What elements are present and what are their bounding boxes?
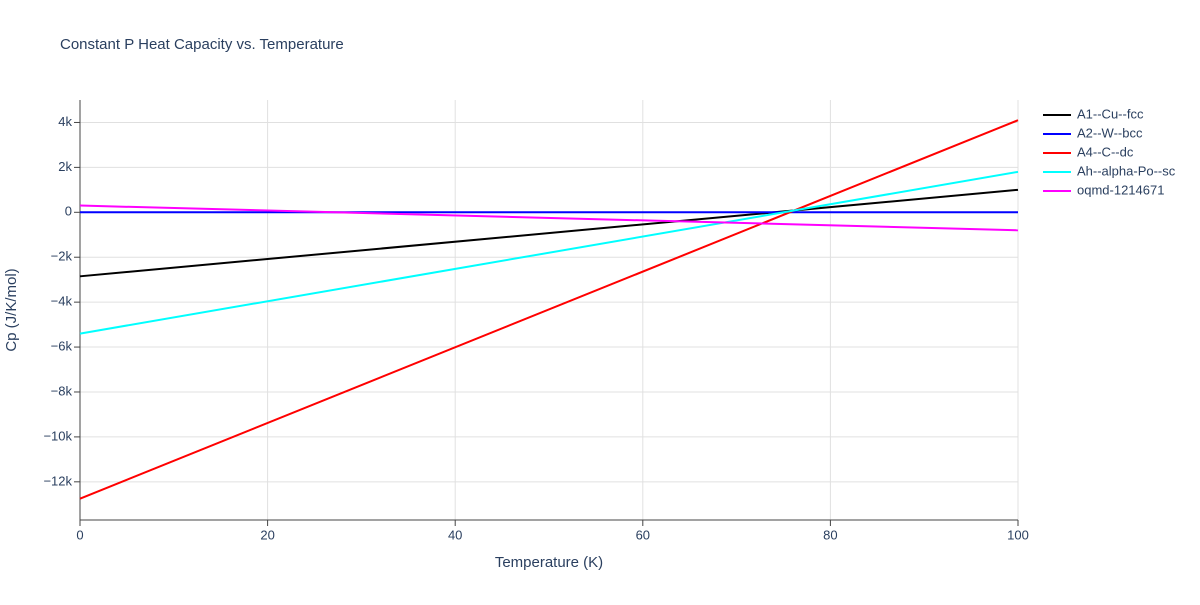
y-tick-label: −8k [51, 383, 73, 398]
series-line [79, 204, 1019, 232]
x-tick-label: 100 [1007, 527, 1029, 542]
legend-label: Ah--alpha-Po--sc [1077, 163, 1176, 178]
y-tick-label: 4k [58, 114, 72, 129]
series-line [79, 170, 1019, 335]
y-tick-label: 2k [58, 159, 72, 174]
y-tick-label: −10k [43, 428, 72, 443]
legend-label: A1--Cu--fcc [1077, 106, 1144, 121]
x-axis-title: Temperature (K) [495, 554, 603, 571]
legend-label: oqmd-1214671 [1077, 182, 1164, 197]
legend-label: A4--C--dc [1077, 144, 1134, 159]
x-tick-label: 0 [76, 527, 83, 542]
series-line [79, 188, 1019, 278]
y-tick-label: −2k [51, 249, 73, 264]
y-tick-label: −4k [51, 294, 73, 309]
chart-title: Constant P Heat Capacity vs. Temperature [60, 36, 344, 53]
x-tick-label: 40 [448, 527, 462, 542]
y-tick-label: 0 [65, 204, 72, 219]
y-axis-title: Cp (J/K/mol) [3, 268, 20, 351]
x-tick-label: 60 [636, 527, 650, 542]
y-tick-label: −6k [51, 338, 73, 353]
x-tick-label: 20 [260, 527, 274, 542]
legend-label: A2--W--bcc [1077, 125, 1143, 140]
x-tick-label: 80 [823, 527, 837, 542]
series-line [79, 119, 1019, 500]
y-tick-label: −12k [43, 473, 72, 488]
